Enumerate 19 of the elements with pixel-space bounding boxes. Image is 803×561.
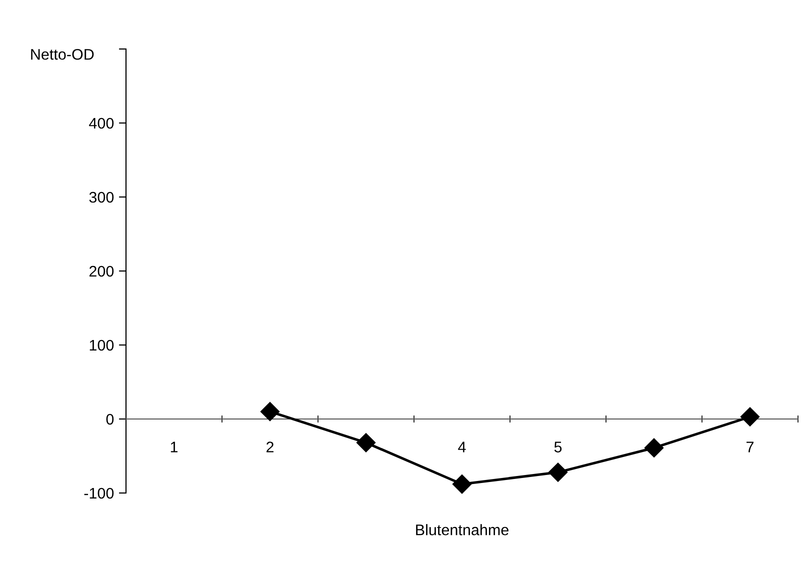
x-tick-label: 4: [458, 442, 466, 452]
x-tick-label: 5: [554, 442, 562, 452]
y-tick-label: -100: [84, 488, 114, 499]
point: [452, 474, 472, 494]
x-tick-label: 7: [746, 442, 754, 452]
y-tick-label: 0: [106, 414, 114, 425]
point: [740, 407, 760, 426]
point: [260, 402, 280, 422]
point: [356, 433, 376, 452]
y-axis-title: Netto-OD: [31, 48, 94, 60]
x-tick-label: 1: [170, 442, 178, 452]
y-tick-label: 100: [90, 340, 114, 351]
x-tick-label: 2: [266, 442, 274, 452]
y-tick-label: 300: [89, 192, 114, 203]
x-axis-title: Blutentnahme: [416, 524, 508, 536]
point: [548, 462, 568, 482]
y-tick-label: 400: [89, 118, 114, 129]
point: [644, 438, 664, 458]
y-tick-label: 200: [89, 266, 114, 277]
